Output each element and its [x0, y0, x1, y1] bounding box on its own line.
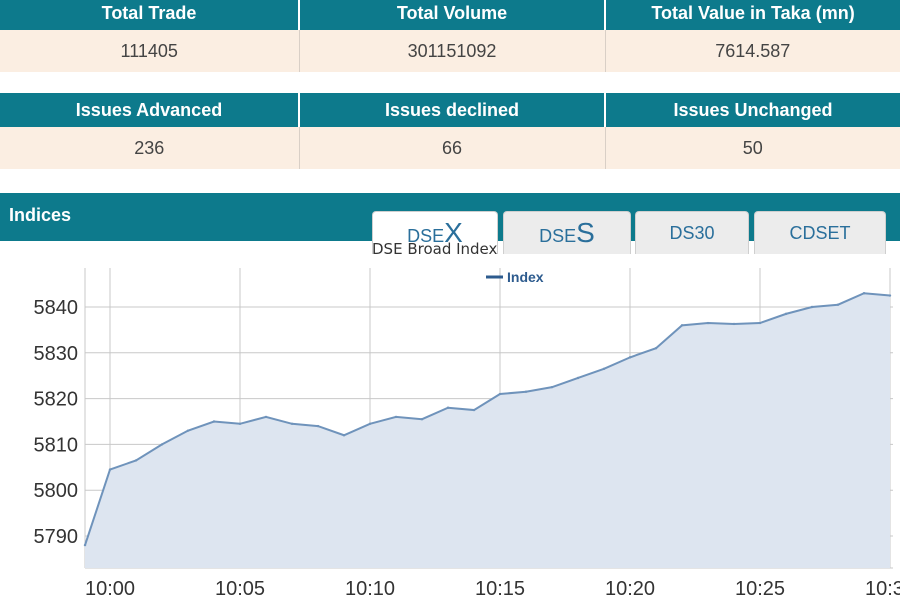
issues-declined-header: Issues declined	[299, 93, 606, 127]
data-point[interactable]	[758, 321, 762, 325]
y-axis-ticks: 5790 5800 5810 5820 5830 5840	[34, 297, 79, 548]
market-summary-table: Total Trade Total Volume Total Value in …	[0, 0, 900, 72]
x-axis-ticks: 10:00 10:05 10:10 10:15 10:20 10:25 10:30	[85, 578, 900, 600]
data-point[interactable]	[212, 420, 216, 423]
x-tick-label: 10:15	[475, 578, 525, 600]
data-point[interactable]	[784, 312, 788, 316]
data-point[interactable]	[732, 322, 736, 326]
tab-cdset[interactable]: CDSET	[754, 211, 886, 255]
data-point[interactable]	[342, 434, 346, 437]
tab-dsex[interactable]: DSEX	[372, 211, 498, 259]
tab-dsex-suffix: X	[444, 217, 463, 248]
issues-advanced-value: 236	[0, 127, 300, 169]
data-point[interactable]	[290, 422, 294, 425]
total-volume-value: 301151092	[299, 30, 606, 72]
data-point[interactable]	[134, 459, 138, 462]
series-line	[84, 292, 891, 546]
index-chart: 5790 5800 5810 5820 5830 5840 10:00 10:05 10:10…	[0, 240, 900, 600]
tab-ds30[interactable]: DS30	[635, 211, 749, 255]
total-trade-value: 111405	[0, 30, 300, 72]
x-tick-label: 10:05	[215, 578, 265, 600]
total-value-header: Total Value in Taka (mn)	[605, 0, 900, 30]
issues-unchanged-header: Issues Unchanged	[605, 93, 900, 127]
data-point[interactable]	[108, 468, 112, 471]
data-point[interactable]	[550, 385, 554, 389]
data-point[interactable]	[576, 376, 580, 380]
issues-unchanged-value: 50	[605, 127, 900, 169]
data-point[interactable]	[83, 543, 87, 547]
tab-dses-prefix: DSE	[539, 226, 577, 246]
data-point[interactable]	[186, 429, 190, 432]
data-point[interactable]	[368, 422, 372, 425]
series-points	[83, 292, 892, 547]
x-tick-label: 10:30	[865, 578, 900, 600]
total-value-value: 7614.587	[605, 30, 900, 72]
issues-table: Issues Advanced Issues declined Issues U…	[0, 93, 900, 169]
data-point[interactable]	[602, 367, 606, 371]
legend[interactable]: Index	[486, 269, 544, 285]
data-point[interactable]	[888, 294, 892, 297]
data-point[interactable]	[238, 422, 242, 425]
data-point[interactable]	[836, 303, 840, 306]
data-point[interactable]	[498, 392, 502, 396]
data-point[interactable]	[316, 424, 320, 428]
y-tick-label: 5810	[34, 434, 79, 456]
y-tick-label: 5790	[34, 526, 79, 548]
data-point[interactable]	[706, 321, 710, 325]
tab-dsex-prefix: DSE	[407, 226, 445, 246]
x-tick-label: 10:20	[605, 578, 655, 600]
data-point[interactable]	[862, 292, 866, 295]
x-tick-label: 10:25	[735, 578, 785, 600]
y-tick-label: 5800	[34, 480, 79, 502]
data-point[interactable]	[264, 415, 268, 419]
issues-declined-value: 66	[299, 127, 606, 169]
tab-ds30-label: DS30	[669, 223, 715, 243]
data-point[interactable]	[420, 418, 424, 421]
data-point[interactable]	[472, 408, 476, 412]
data-point[interactable]	[810, 305, 814, 309]
total-trade-header: Total Trade	[0, 0, 300, 30]
tab-dses-suffix: S	[576, 217, 595, 248]
indices-title: Indices	[9, 205, 72, 225]
total-volume-header: Total Volume	[299, 0, 606, 30]
x-tick-label: 10:00	[85, 578, 135, 600]
legend-label: Index	[507, 269, 544, 285]
tab-dses[interactable]: DSES	[503, 211, 631, 255]
y-tick-label: 5830	[34, 343, 79, 365]
y-tick-label: 5820	[34, 389, 79, 411]
tab-cdset-label: CDSET	[789, 223, 851, 243]
chart-title: DSE Broad Index	[372, 240, 498, 258]
data-point[interactable]	[160, 443, 164, 446]
data-point[interactable]	[394, 415, 398, 419]
data-point[interactable]	[524, 390, 528, 393]
series-area	[85, 293, 890, 568]
data-point[interactable]	[680, 324, 684, 327]
x-tick-label: 10:10	[345, 578, 395, 600]
data-point[interactable]	[654, 347, 658, 350]
issues-advanced-header: Issues Advanced	[0, 93, 300, 127]
y-tick-label: 5840	[34, 297, 79, 319]
data-point[interactable]	[628, 356, 632, 359]
data-point[interactable]	[446, 406, 450, 409]
